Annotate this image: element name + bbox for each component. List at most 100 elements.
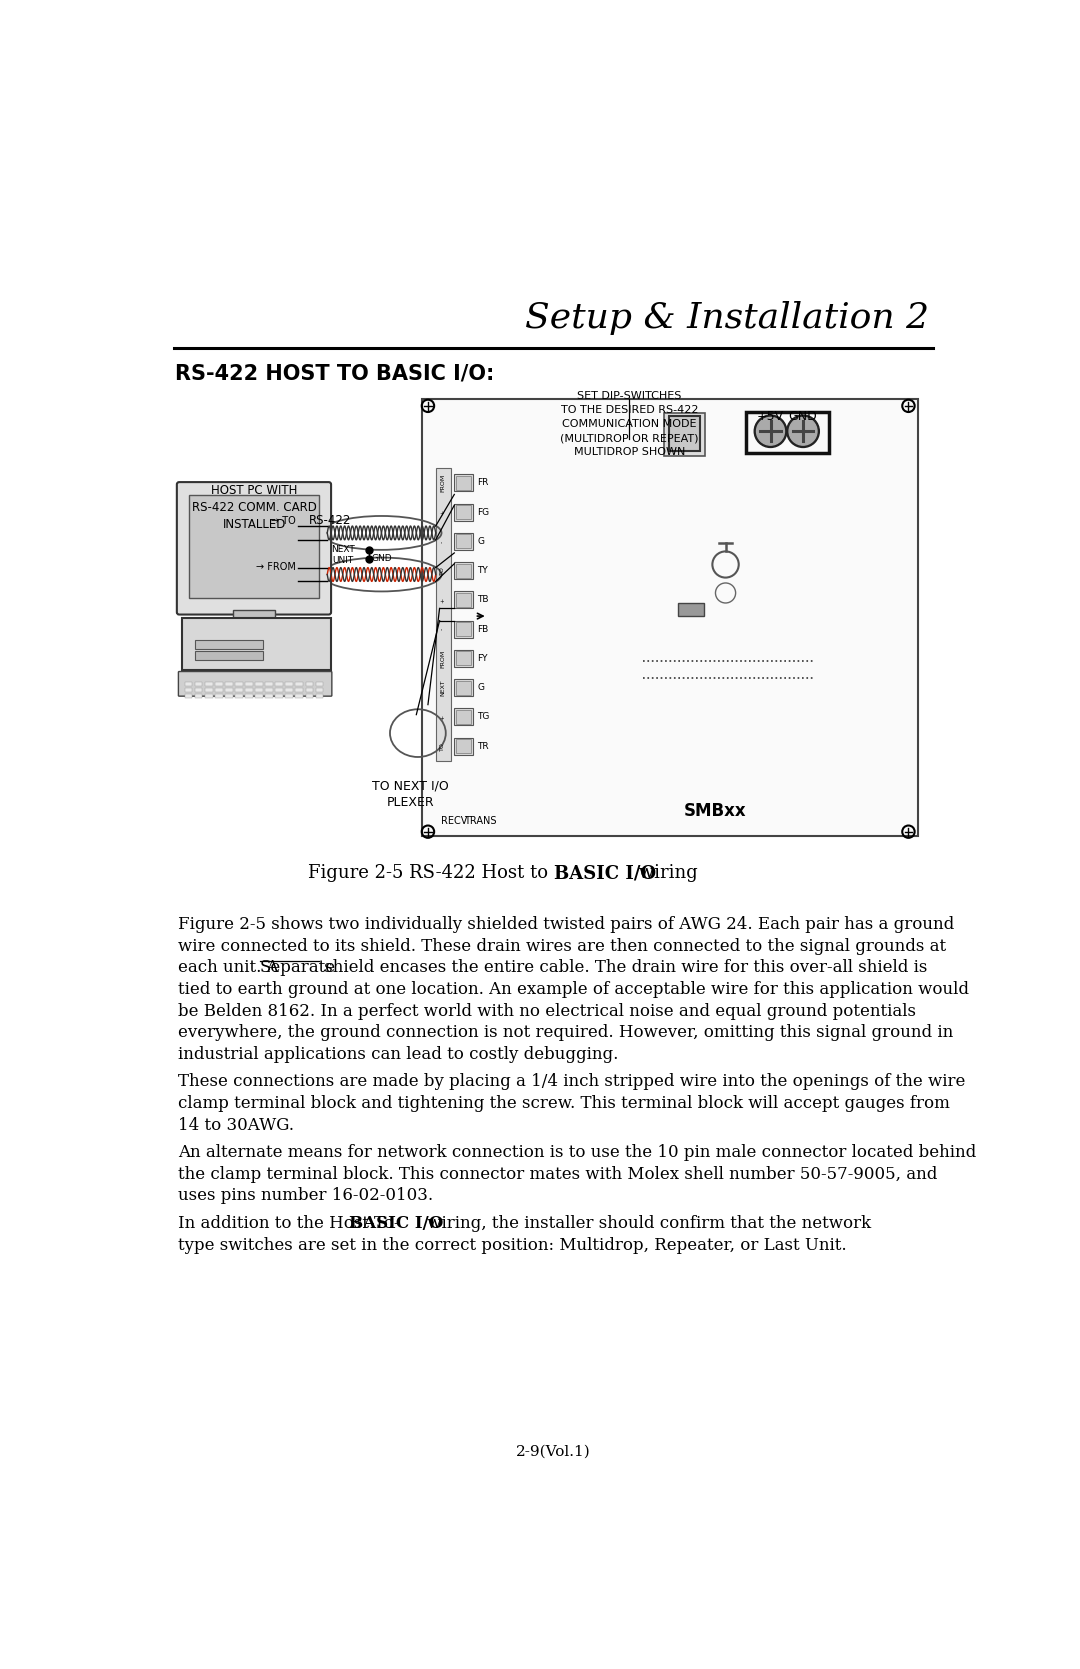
Bar [275, 694, 283, 698]
Bar [669, 416, 700, 451]
Text: everywhere, the ground connection is not required. However, omitting this signal: everywhere, the ground connection is not… [177, 1025, 953, 1041]
Bar [194, 681, 202, 686]
Bar [185, 681, 192, 686]
Text: Separate: Separate [259, 960, 336, 976]
Bar [266, 694, 273, 698]
Bar [456, 534, 471, 549]
Text: RS-422 HOST TO BASIC I/O:: RS-422 HOST TO BASIC I/O: [175, 364, 495, 384]
Bar [422, 399, 918, 836]
Bar [306, 688, 313, 693]
Text: TR: TR [477, 741, 489, 751]
Text: RECV: RECV [441, 816, 468, 826]
Text: → TO: → TO [271, 516, 296, 526]
Bar [455, 591, 473, 609]
Bar [296, 694, 303, 698]
Bar [225, 681, 232, 686]
Bar [456, 564, 471, 577]
Text: the clamp terminal block. This connector mates with Molex shell number 50-57-900: the clamp terminal block. This connector… [177, 1167, 937, 1183]
Bar [677, 603, 704, 616]
Bar [218, 621, 289, 631]
Bar [235, 694, 243, 698]
Bar [306, 681, 313, 686]
Text: HOST PC WITH
RS-422 COMM. CARD
INSTALLED: HOST PC WITH RS-422 COMM. CARD INSTALLED [192, 484, 316, 531]
Text: +: + [441, 598, 445, 603]
Text: SET DIP-SWITCHES
TO THE DESIRED RS-422
COMMUNICATION MODE
(MULTIDROP OR REPEAT)
: SET DIP-SWITCHES TO THE DESIRED RS-422 C… [561, 391, 699, 457]
Bar [456, 739, 471, 753]
FancyBboxPatch shape [178, 671, 332, 696]
Text: uses pins number 16-02-0103.: uses pins number 16-02-0103. [177, 1187, 433, 1205]
Bar [455, 562, 473, 579]
Text: FB: FB [477, 624, 489, 634]
Text: SMBxx: SMBxx [684, 801, 746, 819]
Bar [233, 609, 274, 623]
Text: wiring: wiring [634, 865, 698, 881]
Text: TRANS: TRANS [464, 816, 497, 826]
Bar [315, 694, 323, 698]
Bar [194, 688, 202, 693]
Bar [746, 412, 829, 452]
Bar [185, 688, 192, 693]
Text: → FROM: → FROM [256, 562, 296, 572]
Bar [215, 681, 222, 686]
Text: tied to earth ground at one location. An example of acceptable wire for this app: tied to earth ground at one location. An… [177, 981, 969, 998]
Text: type switches are set in the correct position: Multidrop, Repeater, or Last Unit: type switches are set in the correct pos… [177, 1237, 847, 1253]
Bar [315, 681, 323, 686]
Text: RS-422: RS-422 [309, 514, 352, 527]
Bar [664, 412, 704, 456]
Text: TO: TO [441, 566, 445, 576]
Bar [455, 708, 473, 726]
Bar [235, 681, 243, 686]
Circle shape [757, 417, 784, 446]
Text: GND: GND [372, 554, 392, 562]
Bar [255, 694, 262, 698]
Bar [189, 496, 319, 599]
Bar [285, 688, 293, 693]
Text: BASIC I/O: BASIC I/O [349, 1215, 444, 1232]
Text: wire connected to its shield. These drain wires are then connected to the signal: wire connected to its shield. These drai… [177, 938, 946, 955]
Text: BASIC I/O: BASIC I/O [554, 865, 657, 881]
Text: be Belden 8162. In a perfect world with no electrical noise and equal ground pot: be Belden 8162. In a perfect world with … [177, 1003, 916, 1020]
Text: An alternate means for network connection is to use the 10 pin male connector lo: An alternate means for network connectio… [177, 1145, 976, 1162]
Bar [296, 688, 303, 693]
Bar [266, 681, 273, 686]
Text: shield encases the entire cable. The drain wire for this over-all shield is: shield encases the entire cable. The dra… [319, 960, 927, 976]
Bar [185, 694, 192, 698]
Text: FR: FR [477, 479, 489, 487]
Text: TG: TG [477, 713, 490, 721]
Circle shape [754, 416, 786, 447]
Bar [194, 694, 202, 698]
Bar [455, 679, 473, 696]
Bar [456, 476, 471, 489]
Bar [205, 688, 213, 693]
Text: In addition to the Host-To-: In addition to the Host-To- [177, 1215, 400, 1232]
Bar [456, 623, 471, 636]
Text: NEXT
UNIT: NEXT UNIT [330, 546, 354, 564]
Text: TY: TY [477, 566, 488, 576]
Bar [456, 709, 471, 724]
Text: FG: FG [477, 507, 489, 517]
Bar [255, 681, 262, 686]
Bar [275, 688, 283, 693]
Text: 14 to 30AWG.: 14 to 30AWG. [177, 1117, 294, 1133]
Bar [285, 694, 293, 698]
Bar [306, 694, 313, 698]
Text: +5V: +5V [757, 409, 784, 422]
Bar [225, 694, 232, 698]
Bar [266, 688, 273, 693]
Bar [455, 649, 473, 668]
Text: NEXT: NEXT [441, 679, 445, 696]
Bar [245, 681, 253, 686]
Bar [285, 681, 293, 686]
Bar [195, 651, 262, 659]
Bar [215, 688, 222, 693]
Text: 2-9(Vol.1): 2-9(Vol.1) [516, 1445, 591, 1459]
Text: GND: GND [788, 409, 818, 422]
Bar [205, 681, 213, 686]
Bar [315, 688, 323, 693]
Text: TO: TO [441, 741, 445, 751]
Circle shape [789, 417, 816, 446]
Bar [225, 688, 232, 693]
Bar [296, 681, 303, 686]
Text: TO NEXT I/O
PLEXER: TO NEXT I/O PLEXER [372, 779, 448, 809]
Text: These connections are made by placing a 1/4 inch stripped wire into the openings: These connections are made by placing a … [177, 1073, 966, 1090]
